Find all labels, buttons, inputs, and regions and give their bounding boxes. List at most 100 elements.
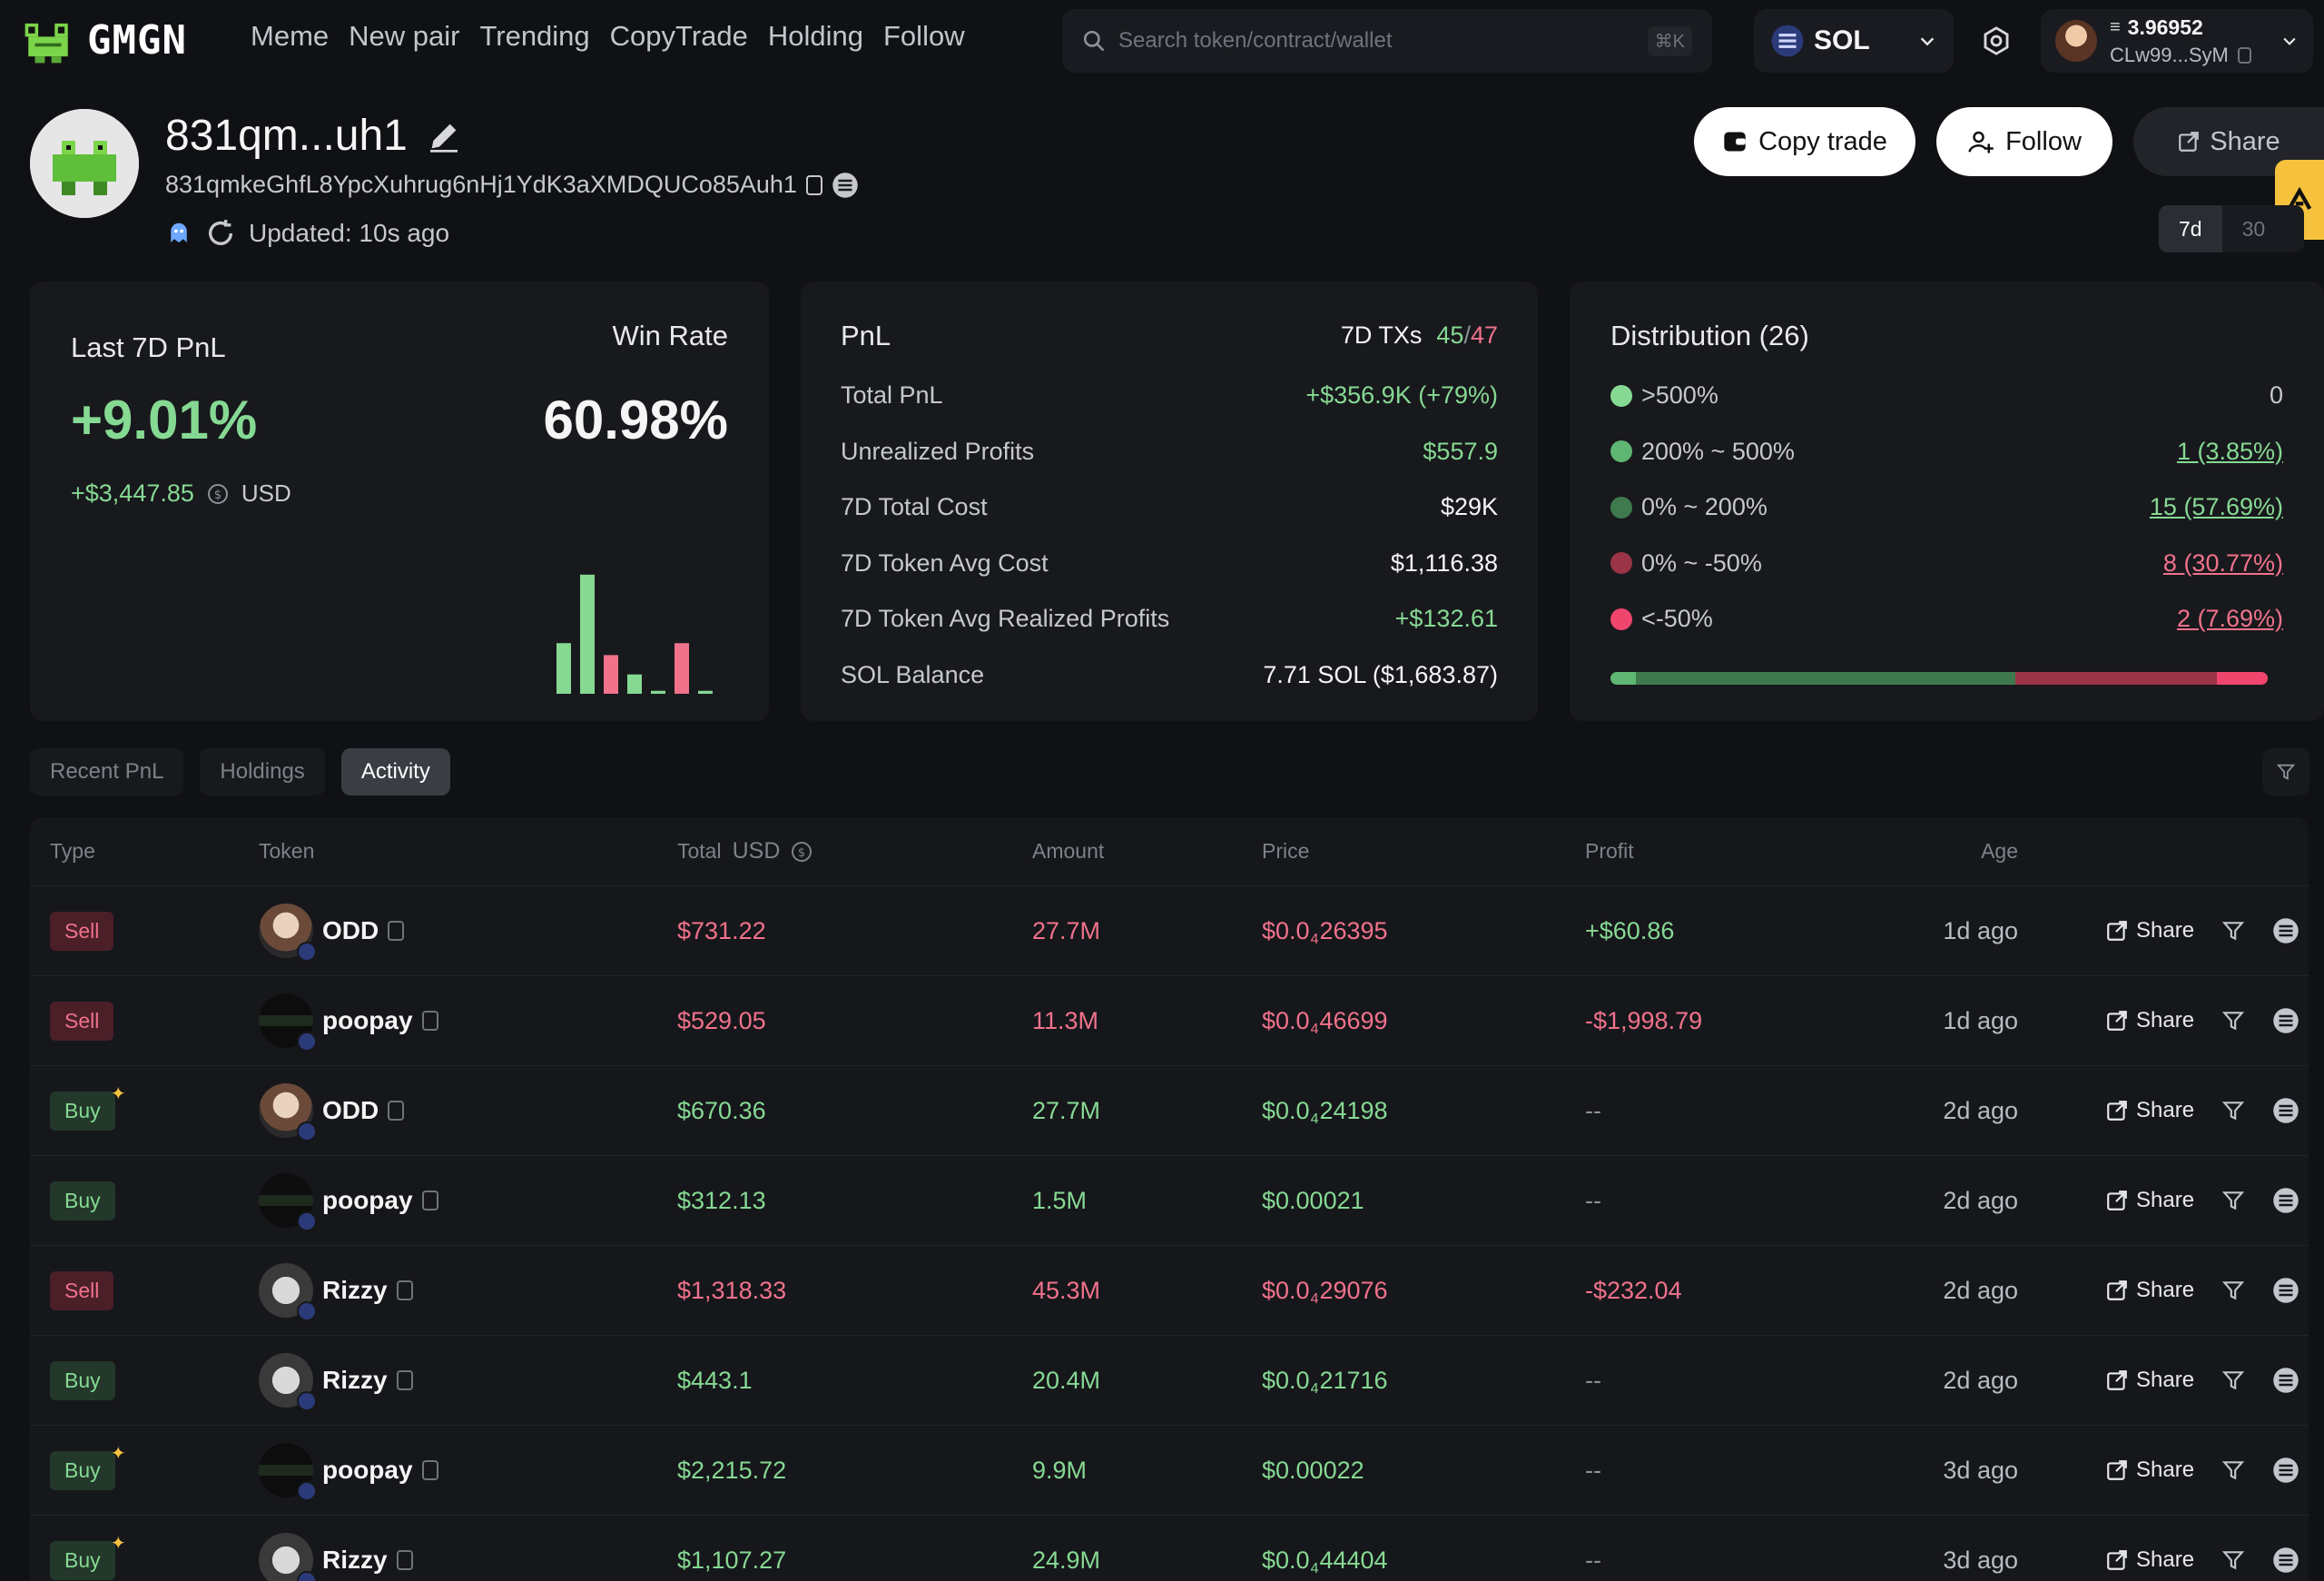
follow-button[interactable]: Follow <box>1936 107 2112 176</box>
profit-cell: +$60.86 <box>1585 916 1675 944</box>
row-share-button[interactable]: Share <box>2105 1457 2194 1483</box>
filter-icon[interactable] <box>2221 1189 2245 1212</box>
row-share-button[interactable]: Share <box>2105 1098 2194 1123</box>
token-name[interactable]: ODD <box>322 1096 379 1124</box>
sol-icon[interactable] <box>2272 1546 2299 1574</box>
row-share-button[interactable]: Share <box>2105 918 2194 944</box>
age-cell: 3d ago <box>1943 1546 2018 1574</box>
token-poopay-image <box>259 1173 317 1231</box>
copy-icon[interactable] <box>388 1101 405 1121</box>
token-cell[interactable]: poopay <box>259 1156 438 1245</box>
currency-swap-icon[interactable]: $ <box>791 841 812 863</box>
copy-icon[interactable] <box>421 1011 438 1031</box>
age-cell: 2d ago <box>1943 1366 2018 1394</box>
copy-address-icon[interactable] <box>805 174 822 195</box>
copy-icon[interactable] <box>388 921 405 941</box>
settings-button[interactable] <box>1975 20 2017 62</box>
age-cell: 1d ago <box>1943 1006 2018 1034</box>
copy-trade-button[interactable]: Copy trade <box>1694 107 1915 176</box>
table-row[interactable]: Buy Rizzy $443.1 20.4M $0.0 4 21716 -- 2d … <box>30 1336 2309 1426</box>
range-count[interactable]: 15 (57.69%) <box>2149 493 2283 520</box>
token-name[interactable]: Rizzy <box>322 1366 388 1394</box>
tab-activity[interactable]: Activity <box>340 748 450 795</box>
filter-icon[interactable] <box>2221 1458 2245 1482</box>
table-row[interactable]: Sell Rizzy $1,318.33 45.3M $0.0 4 29076 -$… <box>30 1246 2309 1336</box>
token-cell[interactable]: Rizzy <box>259 1246 413 1335</box>
sol-icon[interactable] <box>2272 1277 2299 1304</box>
sol-icon[interactable] <box>2272 917 2299 944</box>
table-row[interactable]: Buy ✦ Rizzy $1,107.27 24.9M $0.0 4 44404 --… <box>30 1516 2309 1581</box>
pnl-row-label: Total PnL <box>841 381 943 409</box>
type-cell: Sell <box>50 1246 114 1335</box>
token-name[interactable]: poopay <box>322 1006 413 1034</box>
filter-icon[interactable] <box>2221 1279 2245 1302</box>
table-row[interactable]: Buy poopay $312.13 1.5M $0.00021 -- 2d a… <box>30 1156 2309 1246</box>
token-cell[interactable]: poopay <box>259 1426 438 1515</box>
table-row[interactable]: Buy ✦ poopay $2,215.72 9.9M $0.00022 -- 3… <box>30 1426 2309 1516</box>
row-share-button[interactable]: Share <box>2105 1368 2194 1393</box>
edit-pencil-icon[interactable] <box>426 118 462 154</box>
amount-cell: 9.9M <box>1032 1456 1088 1484</box>
period-7d[interactable]: 7d <box>2159 205 2222 252</box>
row-share-button[interactable]: Share <box>2105 1278 2194 1303</box>
top-nav: GMGN Meme New pair Trending CopyTrade Ho… <box>0 0 2324 82</box>
tab-holdings[interactable]: Holdings <box>200 748 325 795</box>
copy-icon[interactable] <box>396 1280 413 1300</box>
currency-swap-icon[interactable]: $ <box>207 483 229 505</box>
range-count[interactable]: 2 (7.69%) <box>2176 605 2283 632</box>
nav-link-trending[interactable]: Trending <box>479 20 590 52</box>
filter-icon[interactable] <box>2221 1548 2245 1572</box>
token-name[interactable]: Rizzy <box>322 1546 388 1574</box>
search-box[interactable]: ⌘K <box>1062 9 1712 73</box>
logo[interactable]: GMGN <box>22 13 187 67</box>
copy-icon[interactable] <box>2237 46 2251 64</box>
row-share-button[interactable]: Share <box>2105 1547 2194 1573</box>
filter-icon[interactable] <box>2221 1009 2245 1033</box>
copy-icon[interactable] <box>396 1370 413 1390</box>
range-count[interactable]: 1 (3.85%) <box>2176 437 2283 465</box>
token-cell[interactable]: Rizzy <box>259 1336 413 1425</box>
token-cell[interactable]: ODD <box>259 1066 405 1155</box>
nav-link-copytrade[interactable]: CopyTrade <box>609 20 748 52</box>
nav-link-holding[interactable]: Holding <box>767 20 863 52</box>
nav-link-meme[interactable]: Meme <box>251 20 330 52</box>
row-share-button[interactable]: Share <box>2105 1188 2194 1213</box>
profile-name-text: 831qm...uh1 <box>165 112 408 160</box>
row-share-label: Share <box>2136 1547 2195 1572</box>
filter-icon[interactable] <box>2221 1369 2245 1392</box>
token-name[interactable]: Rizzy <box>322 1276 388 1304</box>
filter-icon[interactable] <box>2221 1099 2245 1122</box>
period-30d[interactable]: 30 <box>2241 216 2266 241</box>
table-row[interactable]: Buy ✦ ODD $670.36 27.7M $0.0 4 24198 -- 2d … <box>30 1066 2309 1156</box>
token-name[interactable]: poopay <box>322 1186 413 1214</box>
token-name[interactable]: poopay <box>322 1456 413 1484</box>
tab-recent-pnl[interactable]: Recent PnL <box>30 748 184 795</box>
token-cell[interactable]: ODD <box>259 886 405 975</box>
wallet-menu[interactable]: ≡ 3.96952 CLw99...SyM <box>2041 9 2313 73</box>
token-cell[interactable]: Rizzy <box>259 1516 413 1581</box>
nav-link-new-pair[interactable]: New pair <box>349 20 460 52</box>
table-row[interactable]: Sell ODD $731.22 27.7M $0.0 4 26395 +$60.8… <box>30 886 2309 976</box>
token-name[interactable]: ODD <box>322 916 379 944</box>
nav-link-follow[interactable]: Follow <box>883 20 965 52</box>
sol-icon[interactable] <box>2272 1007 2299 1034</box>
sol-icon[interactable] <box>2272 1187 2299 1214</box>
sol-icon[interactable] <box>2272 1367 2299 1394</box>
token-cell[interactable]: poopay <box>259 976 438 1065</box>
table-row[interactable]: Sell poopay $529.05 11.3M $0.0 4 46699 -$1… <box>30 976 2309 1066</box>
copy-icon[interactable] <box>421 1191 438 1210</box>
copy-icon[interactable] <box>421 1460 438 1480</box>
range-count[interactable]: 8 (30.77%) <box>2162 548 2283 577</box>
table-filter-button[interactable] <box>2262 748 2309 795</box>
pnl-row-value: +$356.9K (+79%) <box>1305 381 1498 409</box>
copy-icon[interactable] <box>396 1550 413 1570</box>
search-input[interactable] <box>1118 28 1635 54</box>
row-share-button[interactable]: Share <box>2105 1008 2194 1033</box>
txs-counts: 45/47 <box>1436 321 1498 349</box>
share-profile-button[interactable]: Share <box>2133 107 2324 176</box>
filter-icon[interactable] <box>2221 919 2245 943</box>
sol-icon[interactable] <box>2272 1097 2299 1124</box>
chain-selector[interactable]: SOL <box>1754 9 1954 73</box>
sol-icon[interactable] <box>2272 1457 2299 1484</box>
refresh-icon[interactable] <box>205 218 236 249</box>
